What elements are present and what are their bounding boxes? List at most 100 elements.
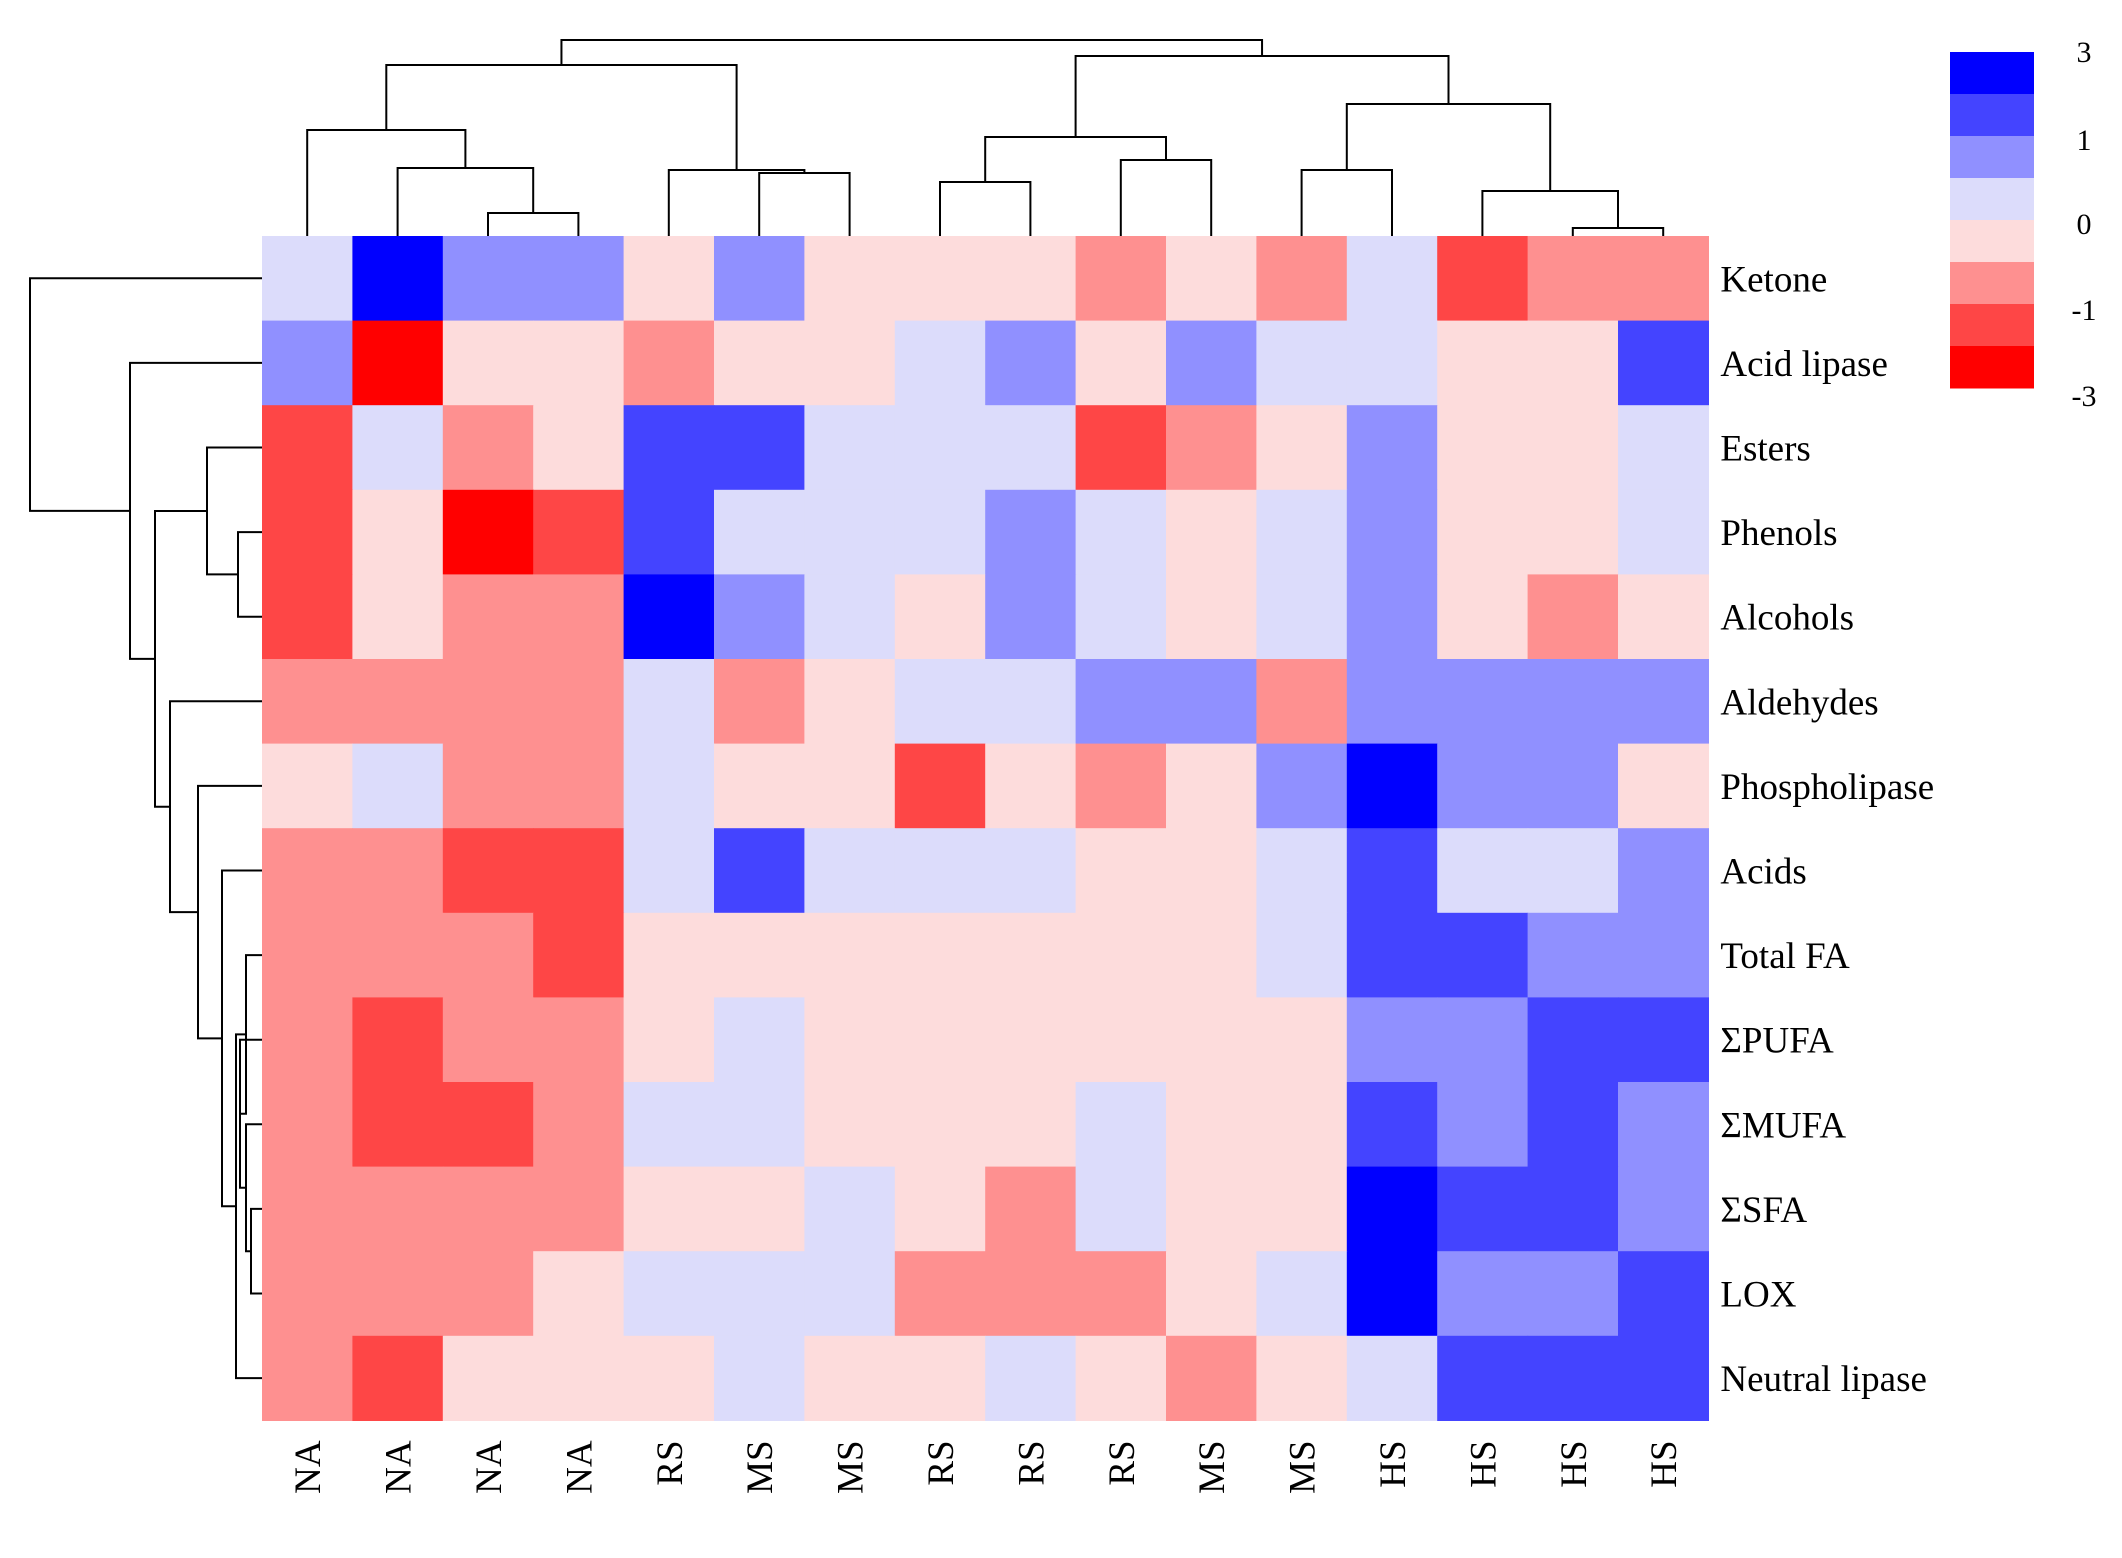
cell-total-fa-col-16 — [1618, 912, 1709, 998]
cell-total-fa-col-3 — [442, 912, 534, 998]
cell-sum-sfa-col-13 — [1346, 1166, 1438, 1252]
cell-ketone-col-13 — [1346, 236, 1438, 322]
cell-phospholipase-col-4 — [533, 743, 625, 829]
cell-phospholipase-col-3 — [442, 743, 534, 829]
cell-phospholipase-col-1 — [262, 743, 353, 829]
cell-lox-col-7 — [804, 1251, 896, 1337]
cell-acids-col-4 — [533, 828, 625, 914]
column-label-hs-14: HS — [1463, 1440, 1504, 1487]
row-label-sum-pufa: ΣPUFA — [1720, 1021, 1834, 1062]
cell-sum-mufa-col-12 — [1256, 1082, 1348, 1168]
cell-neutral-lipase-col-15 — [1527, 1335, 1619, 1421]
cell-ketone-col-15 — [1527, 236, 1619, 322]
cell-esters-col-15 — [1527, 405, 1619, 491]
cell-sum-sfa-col-6 — [714, 1166, 805, 1252]
cell-acid-lipase-col-16 — [1618, 320, 1709, 406]
column-dendrogram-branch-hs0 — [1481, 190, 1619, 236]
cell-sum-sfa-col-1 — [262, 1166, 353, 1252]
row-dendrogram-branch-p1 — [237, 531, 262, 618]
color-legend: 3 1 0 -1 -3 — [1950, 36, 2097, 413]
cell-sum-pufa-col-15 — [1527, 997, 1619, 1083]
cell-sum-sfa-col-16 — [1618, 1166, 1709, 1252]
cell-neutral-lipase-col-11 — [1166, 1335, 1257, 1421]
cell-sum-pufa-col-1 — [262, 997, 353, 1083]
cell-phospholipase-col-10 — [1075, 743, 1167, 829]
cell-total-fa-col-14 — [1437, 912, 1529, 998]
cell-phospholipase-col-7 — [804, 743, 896, 829]
cell-total-fa-col-6 — [714, 912, 805, 998]
cell-lox-col-3 — [442, 1251, 534, 1337]
legend-swatch-1 — [1950, 52, 2034, 95]
cell-total-fa-col-5 — [623, 912, 715, 998]
cell-phenols-col-15 — [1527, 489, 1619, 575]
cell-sum-mufa-col-13 — [1346, 1082, 1438, 1168]
cell-sum-mufa-col-7 — [804, 1082, 896, 1168]
cell-phospholipase-col-2 — [352, 743, 444, 829]
cell-acids-col-8 — [894, 828, 986, 914]
cell-acid-lipase-col-6 — [714, 320, 805, 406]
cell-neutral-lipase-col-12 — [1256, 1335, 1348, 1421]
cell-lox-col-5 — [623, 1251, 715, 1337]
cell-neutral-lipase-col-3 — [442, 1335, 534, 1421]
column-dendrogram-branch-f — [385, 64, 738, 170]
cell-acids-col-12 — [1256, 828, 1348, 914]
cell-ketone-col-1 — [262, 236, 353, 322]
cell-phenols-col-6 — [714, 489, 805, 575]
column-dendrogram-branch-c — [306, 129, 467, 236]
cell-aldehydes-col-11 — [1166, 659, 1257, 745]
cell-sum-mufa-col-4 — [533, 1082, 625, 1168]
row-label-ketone: Ketone — [1720, 259, 1827, 300]
column-label-na-4: NA — [559, 1440, 600, 1494]
legend-tick-4: -1 — [2072, 294, 2097, 327]
cell-sum-mufa-col-9 — [985, 1082, 1077, 1168]
cell-sum-sfa-col-14 — [1437, 1166, 1529, 1252]
cell-acid-lipase-col-11 — [1166, 320, 1257, 406]
cell-acids-col-13 — [1346, 828, 1438, 914]
row-dendrogram-branch-root — [29, 277, 262, 512]
cell-ketone-col-4 — [533, 236, 625, 322]
cell-acid-lipase-col-9 — [985, 320, 1077, 406]
row-label-esters: Esters — [1720, 429, 1810, 470]
cell-ketone-col-11 — [1166, 236, 1257, 322]
cell-phenols-col-2 — [352, 489, 444, 575]
column-label-rs-10: RS — [1102, 1440, 1143, 1485]
column-label-ms-12: MS — [1283, 1440, 1324, 1493]
cell-esters-col-3 — [442, 405, 534, 491]
cell-aldehydes-col-10 — [1075, 659, 1167, 745]
cell-acid-lipase-col-4 — [533, 320, 625, 406]
cell-esters-col-4 — [533, 405, 625, 491]
cell-ketone-col-12 — [1256, 236, 1348, 322]
column-label-na-3: NA — [469, 1440, 510, 1494]
cell-acid-lipase-col-8 — [894, 320, 986, 406]
row-label-alcohols: Alcohols — [1720, 598, 1854, 639]
row-dendrogram-branch-p2 — [206, 446, 262, 576]
cell-aldehydes-col-5 — [623, 659, 715, 745]
legend-swatch-6 — [1950, 262, 2034, 305]
cell-sum-pufa-col-4 — [533, 997, 625, 1083]
cell-sum-sfa-col-4 — [533, 1166, 625, 1252]
column-dendrogram-branch-hs1 — [1571, 227, 1665, 236]
row-dendrogram-branch-q1 — [250, 1207, 262, 1295]
cell-alcohols-col-4 — [533, 574, 625, 660]
cell-esters-col-16 — [1618, 405, 1709, 491]
cell-acid-lipase-col-10 — [1075, 320, 1167, 406]
cell-ketone-col-7 — [804, 236, 896, 322]
legend-tick-1: 3 — [2077, 36, 2092, 69]
cell-sum-pufa-col-8 — [894, 997, 986, 1083]
column-label-rs-8: RS — [921, 1440, 962, 1485]
cell-acid-lipase-col-1 — [262, 320, 353, 406]
cell-sum-pufa-col-10 — [1075, 997, 1167, 1083]
cell-sum-pufa-col-7 — [804, 997, 896, 1083]
cell-acid-lipase-col-7 — [804, 320, 896, 406]
cell-sum-mufa-col-8 — [894, 1082, 986, 1168]
cell-phenols-col-9 — [985, 489, 1077, 575]
heatmap-cells — [262, 236, 1709, 1421]
cell-lox-col-8 — [894, 1251, 986, 1337]
cell-sum-sfa-col-11 — [1166, 1166, 1257, 1252]
cell-phospholipase-col-5 — [623, 743, 715, 829]
cell-lox-col-11 — [1166, 1251, 1257, 1337]
cell-acid-lipase-col-14 — [1437, 320, 1529, 406]
cell-neutral-lipase-col-4 — [533, 1335, 625, 1421]
row-label-aldehydes: Aldehydes — [1720, 682, 1878, 723]
